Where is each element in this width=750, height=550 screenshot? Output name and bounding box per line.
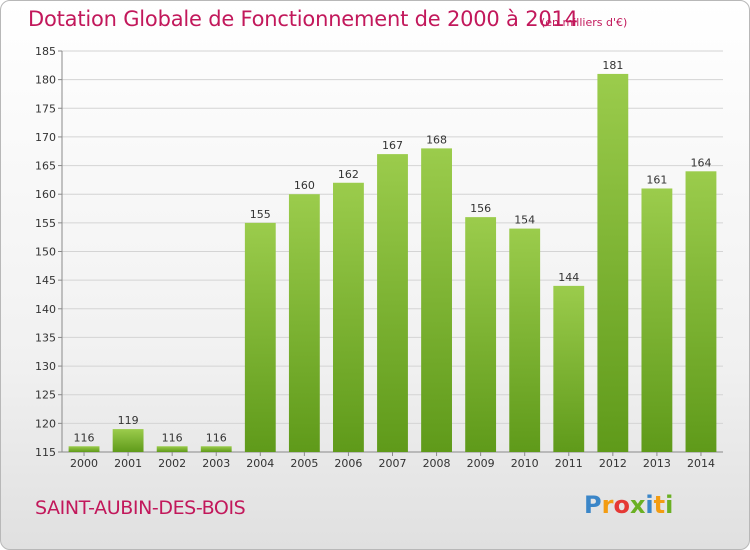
x-tick-label: 2006 [334,457,362,470]
y-tick-label: 155 [35,217,56,230]
data-label: 116 [162,431,183,444]
logo-letter: i [665,491,674,519]
logo-letter: x [629,491,646,519]
y-tick-label: 125 [35,389,56,402]
x-tick-label: 2008 [423,457,451,470]
bar-2013 [641,188,673,452]
y-tick-label: 130 [35,360,56,373]
x-tick-label: 2003 [202,457,230,470]
bar-2011 [553,285,585,452]
y-tick-label: 120 [35,417,56,430]
y-tick-label: 175 [35,102,56,115]
data-label: 144 [558,271,579,284]
bar-2009 [465,217,497,452]
data-label: 116 [206,431,227,444]
x-tick-label: 2001 [114,457,142,470]
data-label: 154 [514,214,535,227]
chart-title: Dotation Globale de Fonctionnement de 20… [28,7,578,31]
data-label: 119 [118,414,139,427]
bar-2014 [685,171,717,453]
x-tick-label: 2005 [290,457,318,470]
x-tick-label: 2010 [511,457,539,470]
logo-letter: P [584,491,602,519]
logo-letter: t [653,491,666,519]
y-tick-label: 135 [35,331,56,344]
data-label: 155 [250,208,271,221]
data-label: 161 [646,173,667,186]
proxiti-logo: Proxiti [584,491,673,519]
y-tick-label: 145 [35,274,56,287]
bar-2004 [244,222,276,452]
y-tick-label: 115 [35,446,56,459]
place-name: SAINT-AUBIN-DES-BOIS [35,497,246,519]
x-tick-label: 2012 [599,457,627,470]
y-tick-label: 140 [35,303,56,316]
y-tick-label: 150 [35,246,56,259]
x-tick-label: 2004 [246,457,274,470]
data-label: 168 [426,133,447,146]
logo-letter: r [601,491,614,519]
data-label: 162 [338,168,359,181]
chart-subtitle: (en milliers d'€) [541,16,628,29]
bar-2001 [112,429,144,452]
data-label: 160 [294,179,315,192]
logo-letter: o [613,491,630,519]
x-tick-label: 2000 [70,457,98,470]
bar-2007 [377,154,408,452]
x-tick-label: 2007 [379,457,407,470]
y-tick-label: 185 [35,45,56,58]
y-tick-label: 160 [35,188,56,201]
data-label: 181 [602,59,623,72]
data-label: 167 [382,139,403,152]
x-tick-label: 2014 [687,457,715,470]
data-label: 116 [74,431,95,444]
data-label: 164 [690,156,711,169]
logo-letter: i [645,491,654,519]
y-tick-label: 180 [35,74,56,87]
bar-2006 [333,182,364,452]
x-tick-label: 2009 [467,457,495,470]
x-tick-label: 2002 [158,457,186,470]
y-tick-label: 165 [35,160,56,173]
bar-2000 [68,446,100,452]
y-tick-label: 170 [35,131,56,144]
bar-2012 [597,73,629,453]
x-tick-label: 2011 [555,457,583,470]
bar-2005 [288,194,320,452]
bar-2002 [156,446,188,452]
bar-2008 [421,148,452,452]
bar-2010 [509,228,541,452]
x-tick-label: 2013 [643,457,671,470]
data-label: 156 [470,202,491,215]
bar-2003 [200,446,232,452]
